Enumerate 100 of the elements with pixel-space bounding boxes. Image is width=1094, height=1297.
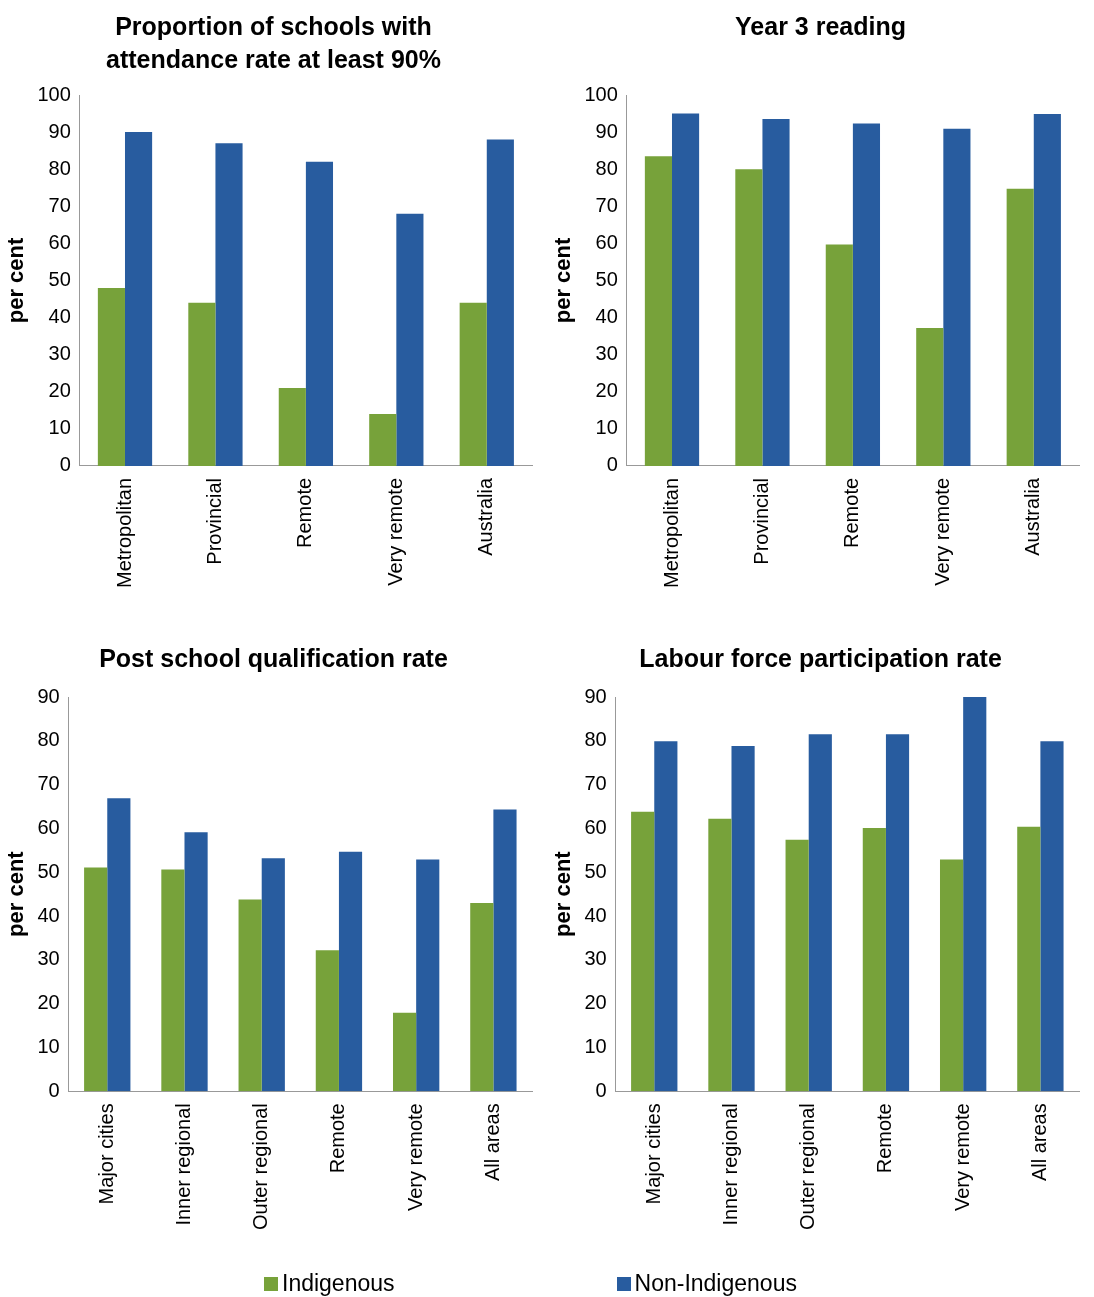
x-tick-label: Major cities	[641, 1103, 664, 1205]
bar	[963, 697, 987, 1092]
bar	[1006, 188, 1034, 466]
bar	[459, 302, 487, 466]
y-tick-label: 80	[584, 728, 607, 751]
legend-label: Indigenous	[282, 1270, 395, 1297]
bar	[825, 244, 853, 466]
y-tick-label: 60	[595, 230, 618, 253]
x-tick-label: Australia	[1021, 477, 1044, 556]
y-tick-label: 70	[48, 193, 71, 216]
y-tick-label: 0	[606, 453, 618, 476]
bar	[261, 858, 285, 1092]
bar	[808, 734, 832, 1092]
bar	[315, 950, 339, 1092]
y-tick-label: 40	[595, 305, 618, 328]
y-tick-label: 50	[48, 267, 71, 290]
y-tick-label: 10	[37, 1034, 60, 1057]
y-tick-label: 100	[37, 82, 71, 105]
bar	[885, 734, 910, 1092]
x-tick-label: Outer regional	[796, 1103, 819, 1231]
y-tick-label: 0	[48, 1078, 60, 1101]
x-tick-label: Inner regional	[719, 1103, 741, 1226]
bar	[862, 827, 886, 1092]
bar	[631, 811, 655, 1092]
x-tick-label: Provincial	[749, 477, 772, 565]
y-tick-label: 20	[584, 991, 607, 1014]
bar	[184, 832, 208, 1092]
y-tick-label: 90	[48, 119, 71, 142]
bar	[396, 213, 424, 466]
x-tick-label: Provincial	[202, 477, 225, 565]
y-tick-label: 60	[48, 230, 71, 253]
y-tick-label: 10	[584, 1034, 607, 1057]
bar	[305, 161, 334, 466]
bar	[278, 388, 306, 466]
bar	[161, 869, 185, 1092]
chart-title: Year 3 reading	[734, 11, 907, 42]
bar	[124, 132, 153, 466]
bar	[486, 139, 514, 466]
bar	[943, 128, 971, 466]
x-tick-label: Remote	[293, 477, 316, 548]
y-tick-label: 30	[584, 947, 607, 970]
y-tick-label: 50	[584, 859, 607, 882]
y-tick-label: 80	[595, 156, 618, 179]
bar	[735, 169, 763, 466]
x-tick-label: Remote	[873, 1103, 896, 1174]
y-tick-label: 0	[595, 1078, 607, 1101]
y-tick-label: 20	[595, 379, 618, 402]
bar	[238, 899, 262, 1092]
y-tick-label: 10	[595, 416, 618, 439]
y-tick-label: 100	[584, 82, 618, 105]
y-tick-label: 90	[584, 684, 607, 707]
y-tick-label: 50	[595, 267, 618, 290]
y-tick-label: 90	[37, 684, 60, 707]
y-tick-label: 30	[37, 947, 60, 970]
bar	[1040, 741, 1064, 1092]
x-tick-label: Metropolitan	[112, 477, 135, 588]
x-tick-label: Remote	[326, 1103, 349, 1174]
legend-label: Non-Indigenous	[634, 1270, 797, 1297]
bar	[1033, 113, 1061, 466]
x-tick-label: Very remote	[930, 477, 953, 586]
y-axis-title: per cent	[3, 850, 29, 937]
y-tick-label: 20	[37, 991, 60, 1014]
y-tick-label: 10	[48, 416, 71, 439]
x-tick-label: Inner regional	[172, 1103, 194, 1226]
bar	[416, 859, 440, 1092]
bar	[369, 414, 397, 466]
bar	[852, 123, 881, 466]
bar	[671, 113, 700, 466]
bar	[708, 818, 732, 1092]
bar	[392, 1012, 417, 1092]
bar	[338, 851, 363, 1092]
bar	[215, 143, 243, 466]
x-tick-label: Metropolitan	[659, 477, 682, 588]
y-tick-label: 80	[37, 728, 60, 751]
bar	[644, 156, 672, 466]
y-tick-label: 80	[48, 156, 71, 179]
y-tick-label: 90	[595, 119, 618, 142]
bar	[762, 119, 790, 466]
y-tick-label: 30	[595, 342, 618, 365]
y-tick-label: 40	[37, 903, 60, 926]
y-tick-label: 70	[37, 772, 60, 795]
x-tick-label: Outer regional	[249, 1103, 272, 1231]
bar	[188, 302, 216, 466]
x-tick-label: Very remote	[403, 1103, 426, 1212]
x-tick-label: Australia	[474, 477, 497, 556]
x-tick-label: Major cities	[94, 1103, 117, 1205]
y-tick-label: 50	[37, 859, 60, 882]
y-axis-title: per cent	[550, 850, 576, 937]
bar	[1017, 826, 1041, 1092]
y-tick-label: 20	[48, 379, 71, 402]
y-tick-label: 0	[59, 453, 71, 476]
bar	[785, 839, 809, 1092]
x-tick-label: Very remote	[383, 477, 406, 586]
chart-title: Proportion of schools with attendance rate at least 90%	[105, 11, 442, 75]
bar	[654, 741, 678, 1092]
y-tick-label: 30	[48, 342, 71, 365]
x-tick-label: All areas	[1027, 1103, 1050, 1182]
y-tick-label: 60	[37, 815, 60, 838]
bar	[470, 902, 494, 1092]
y-tick-label: 40	[48, 305, 71, 328]
